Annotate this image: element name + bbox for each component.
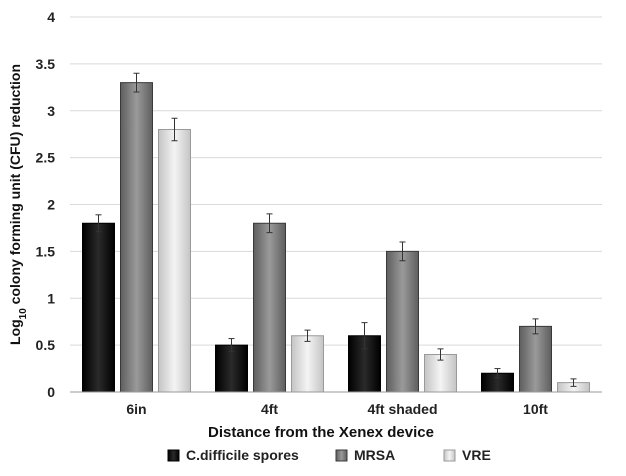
legend-label: VRE [462, 447, 491, 463]
x-tick-label: 4ft shaded [367, 401, 437, 417]
bars [82, 82, 590, 393]
y-tick-label: 3.5 [36, 56, 56, 72]
legend-label: C.difficile spores [186, 447, 299, 463]
bar-mrsa-4ft-shaded [386, 250, 419, 393]
error-bar-c-difficile-spores-4ft-shaded [361, 322, 368, 350]
x-axis-title: Distance from the Xenex device [208, 424, 434, 441]
error-bar-c-difficile-spores-6in [95, 214, 102, 233]
error-bar-mrsa-4ft-shaded [399, 241, 406, 262]
error-bar-mrsa-6in [133, 72, 140, 93]
legend: C.difficile spores MRSA VRE [167, 447, 491, 463]
bar-vre-4ft [291, 335, 324, 393]
x-axis-tick-labels: 6in 4ft 4ft shaded 10ft [126, 401, 548, 417]
y-axis-title-suffix: colony forming unit (CFU) reduction [7, 64, 23, 308]
bar-mrsa-6in [120, 82, 153, 393]
legend-item-c-difficile-spores: C.difficile spores [167, 447, 299, 463]
bar-c-difficile-spores-6in [82, 222, 115, 393]
x-tick-label: 10ft [523, 401, 548, 417]
legend-label: MRSA [354, 447, 395, 463]
y-tick-label: 4 [47, 9, 55, 25]
error-bar-mrsa-4ft [266, 213, 273, 234]
y-tick-label: 2.5 [36, 150, 56, 166]
y-tick-label: 0 [47, 384, 55, 400]
y-tick-label: 2 [47, 197, 55, 213]
y-tick-label: 3 [47, 103, 55, 119]
error-bar-c-difficile-spores-10ft [494, 368, 501, 379]
error-bar-vre-4ft [304, 329, 311, 342]
y-tick-label: 1 [47, 290, 55, 306]
bar-mrsa-10ft [519, 325, 552, 393]
error-bar-mrsa-10ft [532, 318, 539, 335]
legend-swatch [335, 449, 348, 462]
error-bar-vre-6in [171, 117, 178, 142]
error-bar-vre-10ft [570, 378, 577, 387]
y-axis-tick-labels: 0 0.5 1 1.5 2 2.5 3 3.5 4 [36, 9, 56, 400]
y-axis-title: Log10 colony forming unit (CFU) reductio… [7, 64, 29, 345]
x-tick-label: 6in [126, 401, 146, 417]
error-bars [95, 72, 577, 387]
bar-mrsa-4ft [253, 222, 286, 393]
y-tick-label: 0.5 [36, 337, 56, 353]
error-bar-c-difficile-spores-4ft [228, 338, 235, 353]
y-axis-title-subscript: 10 [18, 308, 29, 320]
legend-swatch [443, 449, 456, 462]
legend-item-vre: VRE [443, 447, 491, 463]
legend-item-mrsa: MRSA [335, 447, 395, 463]
legend-swatch [167, 449, 180, 462]
y-axis-title-prefix: Log [7, 319, 23, 345]
bar-vre-6in [158, 129, 191, 393]
x-tick-label: 4ft [261, 401, 278, 417]
error-bar-vre-4ft-shaded [437, 348, 444, 361]
y-tick-label: 1.5 [36, 243, 56, 259]
